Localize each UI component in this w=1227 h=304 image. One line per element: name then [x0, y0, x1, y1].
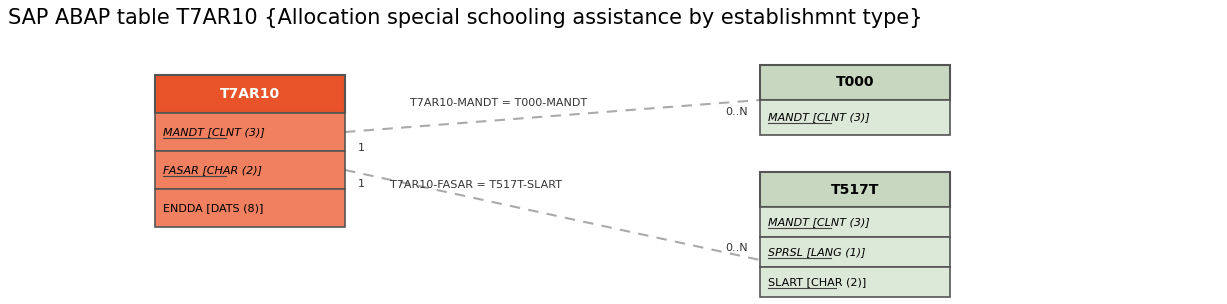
Text: FASAR [CHAR (2)]: FASAR [CHAR (2)]	[163, 165, 263, 175]
FancyBboxPatch shape	[155, 189, 345, 227]
Text: MANDT [CLNT (3)]: MANDT [CLNT (3)]	[768, 112, 870, 123]
Text: 1: 1	[358, 179, 364, 189]
FancyBboxPatch shape	[760, 172, 950, 207]
FancyBboxPatch shape	[760, 207, 950, 237]
Text: 1: 1	[358, 143, 364, 153]
FancyBboxPatch shape	[760, 267, 950, 297]
Text: MANDT [CLNT (3)]: MANDT [CLNT (3)]	[163, 127, 265, 137]
Text: SLART [CHAR (2)]: SLART [CHAR (2)]	[768, 277, 866, 287]
FancyBboxPatch shape	[155, 113, 345, 151]
Text: T7AR10-FASAR = T517T-SLART: T7AR10-FASAR = T517T-SLART	[390, 180, 562, 190]
Text: T7AR10: T7AR10	[220, 87, 280, 101]
Text: T7AR10-MANDT = T000-MANDT: T7AR10-MANDT = T000-MANDT	[410, 98, 588, 108]
FancyBboxPatch shape	[760, 65, 950, 100]
Text: MANDT [CLNT (3)]: MANDT [CLNT (3)]	[768, 217, 870, 227]
Text: SAP ABAP table T7AR10 {Allocation special schooling assistance by establishmnt t: SAP ABAP table T7AR10 {Allocation specia…	[9, 8, 923, 28]
FancyBboxPatch shape	[760, 100, 950, 135]
Text: ENDDA [DATS (8)]: ENDDA [DATS (8)]	[163, 203, 264, 213]
Text: SPRSL [LANG (1)]: SPRSL [LANG (1)]	[768, 247, 865, 257]
FancyBboxPatch shape	[155, 151, 345, 189]
Text: T517T: T517T	[831, 182, 880, 196]
Text: 0..N: 0..N	[725, 243, 748, 253]
Text: T000: T000	[836, 75, 875, 89]
Text: 0..N: 0..N	[725, 107, 748, 117]
FancyBboxPatch shape	[155, 75, 345, 113]
FancyBboxPatch shape	[760, 237, 950, 267]
